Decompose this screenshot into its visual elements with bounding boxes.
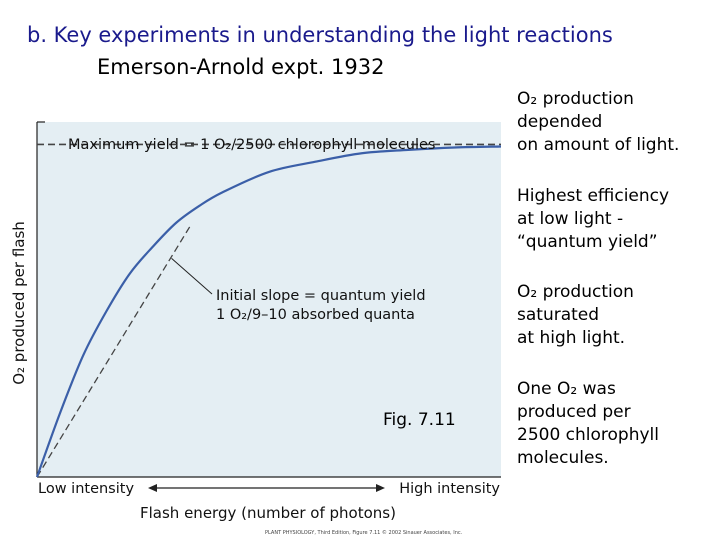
slope-label-leader: [171, 257, 213, 295]
initial-slope-label: Initial slope = quantum yield: [216, 288, 426, 304]
note-one-o2-per-2500: One O₂ was produced per 2500 chlorophyll…: [517, 379, 660, 468]
initial-slope-line-group: [36, 225, 191, 478]
figure-credit: PLANT PHYSIOLOGY, Third Edition, Figure …: [265, 529, 463, 536]
x-axis-arrow-right-head: [376, 484, 385, 492]
note-highest-efficiency: Highest efficiency at low light - “quant…: [517, 186, 670, 252]
oxygen-yield-curve: [35, 145, 502, 478]
x-tick-low-intensity: Low intensity: [38, 481, 134, 497]
note-depended-on-light: O₂ production depended on amount of ligh…: [517, 89, 680, 155]
initial-slope-dashed-line: [36, 225, 191, 478]
x-tick-high-intensity: High intensity: [399, 481, 500, 497]
y-axis-label: O₂ produced per flash: [10, 221, 28, 385]
quantum-yield-label: 1 O₂/9–10 absorbed quanta: [216, 307, 415, 323]
curve-group: [35, 145, 502, 478]
slide-title: b. Key experiments in understanding the …: [27, 23, 613, 47]
slide-subtitle: Emerson-Arnold expt. 1932: [97, 55, 385, 79]
quantum-yield-chart: Maximum yield = 1 O₂/2500 chlorophyll mo…: [10, 121, 502, 536]
x-axis-arrow-group: [148, 484, 385, 492]
figure-number: Fig. 7.11: [383, 410, 456, 430]
axes: [36, 121, 501, 478]
x-axis-label: Flash energy (number of photons): [140, 504, 396, 522]
max-yield-label: Maximum yield = 1 O₂/2500 chlorophyll mo…: [68, 137, 435, 153]
x-axis-arrow-left-head: [148, 484, 157, 492]
note-saturated: O₂ production saturated at high light.: [517, 282, 634, 348]
slope-leader-group: [171, 257, 213, 295]
